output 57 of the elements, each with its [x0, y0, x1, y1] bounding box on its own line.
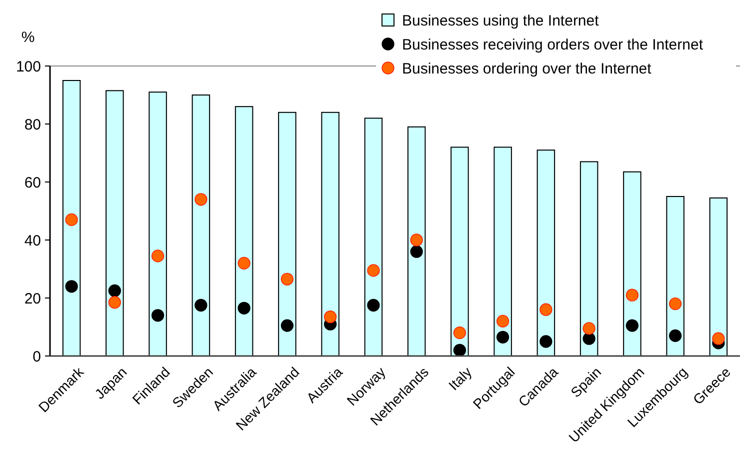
bar: [623, 171, 642, 356]
point: [453, 344, 466, 357]
point: [626, 319, 639, 332]
point: [496, 330, 510, 344]
bar: [407, 126, 426, 356]
bar: [364, 118, 383, 356]
point: [367, 298, 380, 312]
y-tick-label: 0: [32, 348, 41, 366]
bar: [62, 80, 81, 356]
bar: [536, 150, 556, 356]
point: [238, 302, 250, 314]
point: [65, 213, 78, 226]
bar: [106, 90, 124, 356]
point: [540, 303, 552, 316]
point: [194, 298, 208, 312]
point: [194, 193, 208, 206]
legend-label: Businesses ordering over the Internet: [402, 60, 652, 78]
bar: [709, 197, 728, 356]
point: [582, 322, 596, 335]
x-tick-label: Italy: [445, 364, 475, 394]
point: [280, 319, 294, 332]
point: [108, 296, 122, 309]
y-axis-title: %: [21, 29, 35, 46]
bar: [666, 196, 684, 356]
y-tick-label: 60: [24, 174, 41, 192]
point: [453, 326, 466, 340]
bar: [580, 161, 598, 356]
legend-label: Businesses using the Internet: [402, 12, 600, 30]
bar: [192, 94, 210, 356]
point: [582, 332, 596, 345]
point: [367, 264, 380, 277]
point: [626, 288, 639, 302]
y-tick-label: 40: [24, 232, 41, 250]
point: [540, 335, 552, 348]
y-tick-label: 100: [16, 58, 41, 76]
point: [238, 256, 250, 270]
point: [65, 280, 78, 293]
point: [151, 309, 164, 322]
y-tick-label: 20: [24, 290, 41, 308]
point: [668, 329, 682, 342]
point: [324, 310, 337, 324]
point: [496, 314, 510, 328]
point: [410, 234, 423, 246]
bar: [494, 146, 512, 356]
bar: [450, 146, 469, 356]
point: [108, 284, 122, 298]
bar: [278, 112, 296, 356]
point: [410, 245, 423, 258]
y-tick-label: 80: [24, 116, 41, 134]
bar: [234, 106, 254, 356]
bar: [148, 92, 167, 356]
point: [712, 332, 725, 345]
bar: [321, 112, 340, 356]
legend-label: Businesses receiving orders over the Internet: [402, 36, 704, 54]
point: [668, 297, 682, 310]
point: [151, 250, 164, 262]
point: [280, 272, 294, 286]
